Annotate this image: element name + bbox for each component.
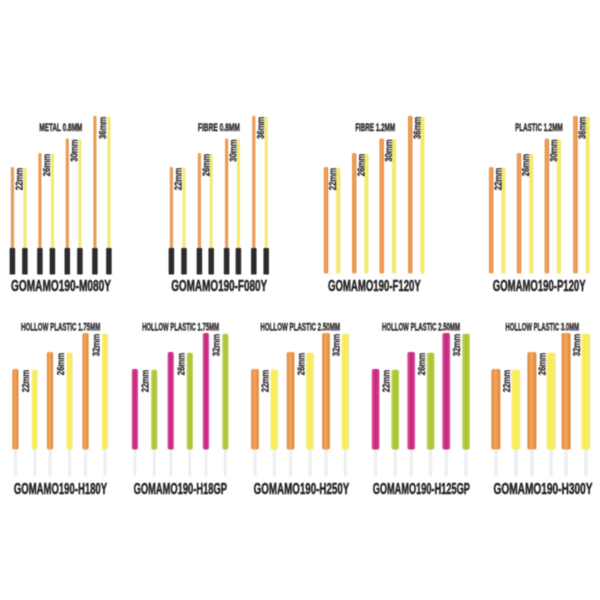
- svg-text:30mm: 30mm: [384, 139, 395, 162]
- svg-text:26mm: 26mm: [538, 353, 549, 376]
- svg-text:GOMAMO190-H250Y: GOMAMO190-H250Y: [254, 481, 350, 498]
- svg-text:HOLLOW PLASTIC 1.75MM: HOLLOW PLASTIC 1.75MM: [21, 321, 100, 333]
- svg-text:26mm: 26mm: [521, 154, 532, 177]
- svg-text:32mm: 32mm: [91, 334, 102, 357]
- svg-text:26mm: 26mm: [176, 353, 187, 376]
- svg-text:22mm: 22mm: [381, 370, 392, 393]
- svg-text:22mm: 22mm: [502, 370, 513, 393]
- svg-text:22mm: 22mm: [328, 168, 339, 191]
- svg-text:HOLLOW PLASTIC 1.75MM: HOLLOW PLASTIC 1.75MM: [142, 321, 219, 333]
- svg-text:32mm: 32mm: [332, 334, 343, 357]
- svg-text:22mm: 22mm: [261, 370, 272, 393]
- svg-text:22mm: 22mm: [21, 370, 32, 393]
- svg-text:26mm: 26mm: [201, 154, 212, 177]
- svg-text:36mm: 36mm: [578, 116, 589, 139]
- svg-text:GOMAMO190-H300Y: GOMAMO190-H300Y: [493, 481, 592, 498]
- svg-text:GOMAMO190-P120Y: GOMAMO190-P120Y: [493, 278, 586, 295]
- svg-text:26mm: 26mm: [296, 353, 307, 376]
- svg-text:30mm: 30mm: [70, 139, 81, 162]
- svg-text:22mm: 22mm: [141, 370, 152, 393]
- svg-text:36mm: 36mm: [256, 116, 267, 139]
- svg-text:36mm: 36mm: [412, 116, 423, 139]
- svg-text:30mm: 30mm: [229, 139, 240, 162]
- svg-text:26mm: 26mm: [42, 154, 53, 177]
- svg-text:GOMAMO190-H125GP: GOMAMO190-H125GP: [373, 481, 470, 498]
- svg-text:HOLLOW PLASTIC 2.50MM: HOLLOW PLASTIC 2.50MM: [382, 321, 460, 333]
- svg-text:GOMAMO190-H180Y: GOMAMO190-H180Y: [14, 481, 107, 498]
- svg-text:GOMAMO190-H18GP: GOMAMO190-H18GP: [134, 481, 227, 498]
- svg-text:22mm: 22mm: [174, 168, 185, 191]
- svg-text:32mm: 32mm: [452, 334, 463, 357]
- svg-text:METAL 0.8MM: METAL 0.8MM: [39, 122, 82, 134]
- svg-text:22mm: 22mm: [493, 168, 504, 191]
- svg-text:26mm: 26mm: [417, 353, 428, 376]
- svg-text:GOMAMO190-M080Y: GOMAMO190-M080Y: [11, 278, 111, 295]
- svg-text:HOLLOW PLASTIC 3.0MM: HOLLOW PLASTIC 3.0MM: [506, 321, 580, 333]
- svg-text:32mm: 32mm: [212, 334, 223, 357]
- svg-text:22mm: 22mm: [15, 168, 26, 191]
- svg-text:26mm: 26mm: [356, 154, 367, 177]
- svg-text:30mm: 30mm: [549, 139, 560, 162]
- svg-text:HOLLOW PLASTIC 2.50MM: HOLLOW PLASTIC 2.50MM: [260, 321, 340, 333]
- svg-text:GOMAMO190-F120Y: GOMAMO190-F120Y: [328, 278, 421, 295]
- svg-text:FIBRE 1.2MM: FIBRE 1.2MM: [355, 122, 395, 134]
- svg-text:GOMAMO190-F080Y: GOMAMO190-F080Y: [171, 278, 267, 295]
- svg-text:PLASTIC 1.2MM: PLASTIC 1.2MM: [515, 122, 563, 134]
- svg-text:26mm: 26mm: [56, 353, 67, 376]
- svg-text:FIBRE 0.8MM: FIBRE 0.8MM: [198, 122, 240, 134]
- svg-text:32mm: 32mm: [572, 334, 583, 357]
- svg-text:36mm: 36mm: [98, 116, 109, 139]
